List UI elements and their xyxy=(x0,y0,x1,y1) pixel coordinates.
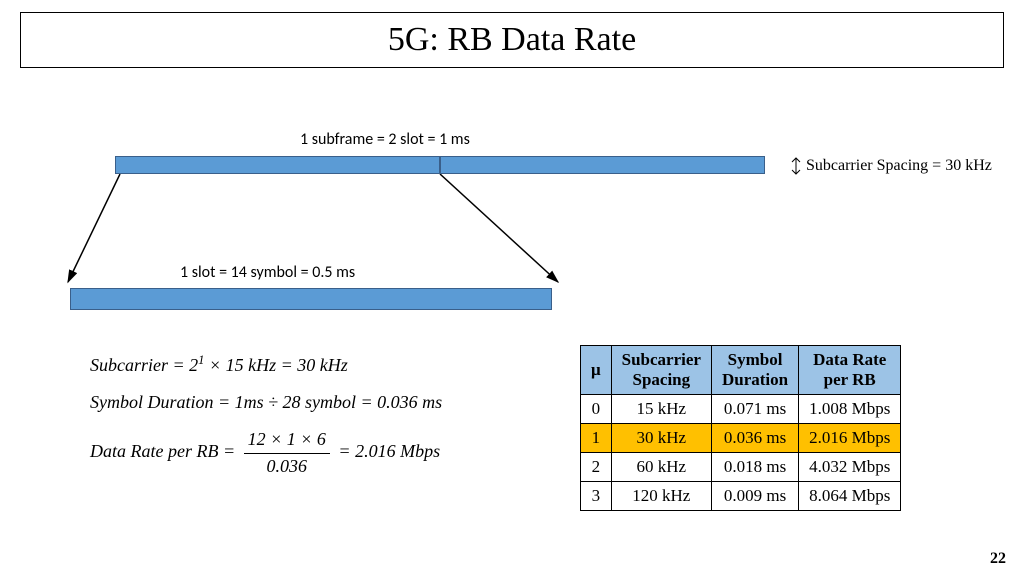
table-cell: 0.009 ms xyxy=(711,482,798,511)
table-cell: 1.008 Mbps xyxy=(799,395,901,424)
table-cell: 60 kHz xyxy=(611,453,711,482)
rb-data-table: μSubcarrierSpacingSymbolDurationData Rat… xyxy=(580,345,901,511)
formula-subcarrier: Subcarrier = 21 × 15 kHz = 30 kHz xyxy=(90,352,442,378)
page-number: 22 xyxy=(990,550,1006,568)
table-body: 015 kHz0.071 ms1.008 Mbps130 kHz0.036 ms… xyxy=(581,395,901,511)
table-cell: 2.016 Mbps xyxy=(799,424,901,453)
table-row: 015 kHz0.071 ms1.008 Mbps xyxy=(581,395,901,424)
table-cell: 4.032 Mbps xyxy=(799,453,901,482)
table-cell: 0.036 ms xyxy=(711,424,798,453)
table-cell: 0.071 ms xyxy=(711,395,798,424)
table-cell: 15 kHz xyxy=(611,395,711,424)
formula-data-rate: Data Rate per RB = 12 × 1 × 6 0.036 = 2.… xyxy=(90,427,442,478)
table-cell: 3 xyxy=(581,482,612,511)
formula-block: Subcarrier = 21 × 15 kHz = 30 kHz Symbol… xyxy=(90,352,442,491)
vertical-arrow-icon xyxy=(790,156,802,176)
table-row: 130 kHz0.036 ms2.016 Mbps xyxy=(581,424,901,453)
subcarrier-spacing-label: Subcarrier Spacing = 30 kHz xyxy=(790,156,992,176)
subframe-slot-2 xyxy=(440,156,765,174)
table-header-cell: SymbolDuration xyxy=(711,346,798,395)
table-header-cell: μ xyxy=(581,346,612,395)
subframe-label: 1 subframe = 2 slot = 1 ms xyxy=(300,130,470,149)
table-header-cell: SubcarrierSpacing xyxy=(611,346,711,395)
subframe-slot-1 xyxy=(115,156,440,174)
formula-symbol-duration: Symbol Duration = 1ms ÷ 28 symbol = 0.03… xyxy=(90,390,442,415)
slot-bar xyxy=(70,288,552,310)
table-cell: 1 xyxy=(581,424,612,453)
table-row: 3120 kHz0.009 ms8.064 Mbps xyxy=(581,482,901,511)
table-cell: 8.064 Mbps xyxy=(799,482,901,511)
page-title: 5G: RB Data Rate xyxy=(20,12,1004,68)
spacing-text: Subcarrier Spacing = 30 kHz xyxy=(806,157,992,175)
table-cell: 2 xyxy=(581,453,612,482)
table-cell: 120 kHz xyxy=(611,482,711,511)
table-header-row: μSubcarrierSpacingSymbolDurationData Rat… xyxy=(581,346,901,395)
table-cell: 30 kHz xyxy=(611,424,711,453)
table-row: 260 kHz0.018 ms4.032 Mbps xyxy=(581,453,901,482)
table-header-cell: Data Rateper RB xyxy=(799,346,901,395)
table-cell: 0.018 ms xyxy=(711,453,798,482)
fraction: 12 × 1 × 6 0.036 xyxy=(244,427,330,478)
subframe-bar xyxy=(115,156,765,174)
slot-label: 1 slot = 14 symbol = 0.5 ms xyxy=(180,263,355,282)
table-cell: 0 xyxy=(581,395,612,424)
